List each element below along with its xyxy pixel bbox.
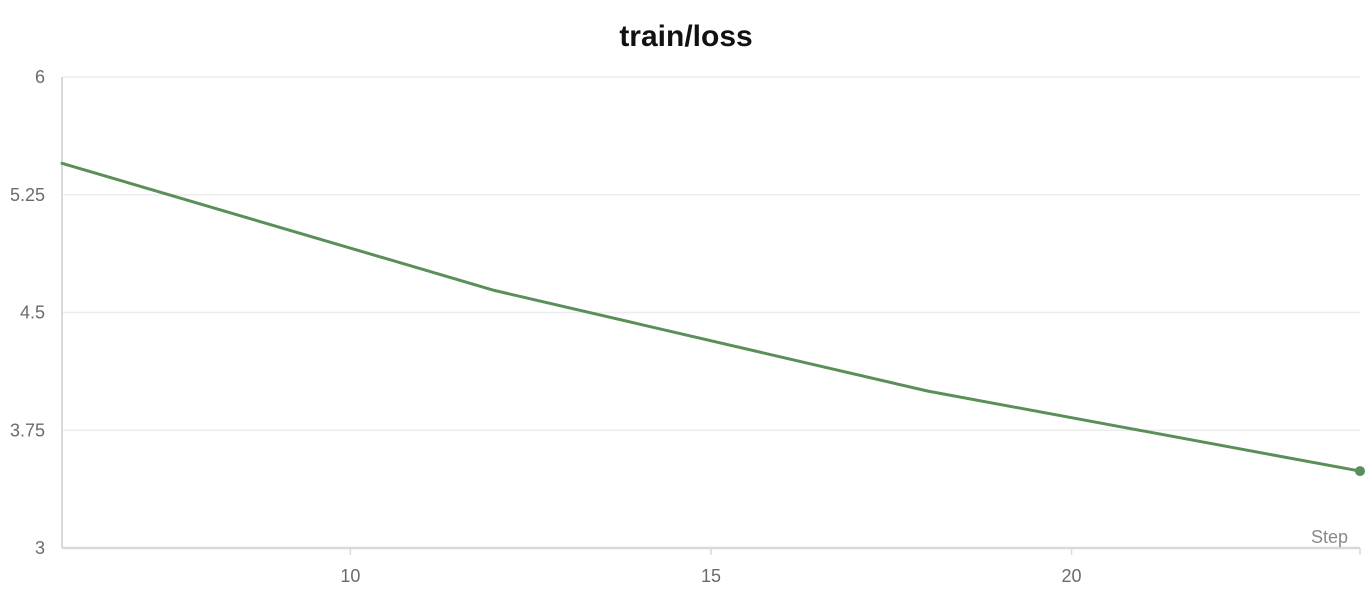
x-tick-label: 10: [340, 566, 360, 586]
x-axis-label: Step: [1311, 527, 1348, 547]
y-tick-label: 5.25: [10, 185, 45, 205]
chart-title: train/loss: [619, 20, 753, 53]
x-tick-label: 15: [701, 566, 721, 586]
y-tick-label: 3: [35, 538, 45, 558]
grid-lines: [62, 76, 1360, 431]
tick-labels: 3 3.75 4.5 5.25 6 10 15 20: [10, 67, 1082, 586]
series-end-point: [1355, 466, 1365, 477]
series-line: [60, 161, 1362, 473]
y-tick-label: 3.75: [10, 420, 45, 440]
x-tick-label: 20: [1062, 566, 1082, 586]
axes: [61, 77, 1361, 555]
y-tick-label: 4.5: [20, 303, 45, 323]
y-tick-label: 6: [35, 67, 45, 87]
series-layer: [60, 161, 1365, 477]
